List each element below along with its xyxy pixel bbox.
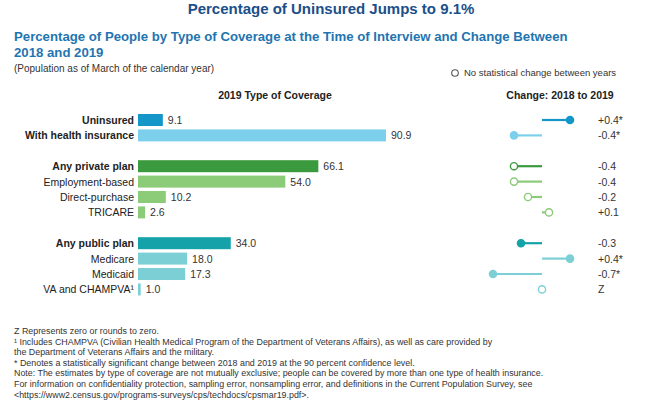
chart-root: Percentage of Uninsured Jumps to 9.1% Per… <box>0 0 662 405</box>
data-label: -0.4* <box>598 129 620 141</box>
annotation: (Population as of March of the calendar … <box>14 63 214 74</box>
data-label: +0.1 <box>598 206 619 218</box>
category-label: Medicare <box>91 253 134 265</box>
data-label: -0.4 <box>598 176 616 188</box>
category-label: Uninsured <box>82 114 134 126</box>
bar <box>138 237 231 249</box>
marker <box>538 286 545 293</box>
category-label: Any private plan <box>52 160 134 172</box>
lollipops <box>489 116 573 293</box>
footnote: Note: The estimates by type of coverage … <box>14 368 543 378</box>
data-label: -0.2 <box>598 191 616 203</box>
data-label: -0.3 <box>598 237 616 249</box>
bar <box>138 268 185 280</box>
marker <box>510 163 517 170</box>
data-label: 17.3 <box>190 268 211 280</box>
panel-title: 2019 Type of Coverage <box>218 89 332 101</box>
data-label: 66.1 <box>323 160 344 172</box>
subtitle: 2018 and 2019 <box>14 45 103 60</box>
data-label: -0.7* <box>598 268 620 280</box>
stem <box>493 273 542 275</box>
legend-label: No statistical change between years <box>464 67 616 78</box>
category-label: VA and CHAMPVA¹ <box>43 283 134 295</box>
bar <box>138 191 166 203</box>
marker <box>510 132 517 139</box>
footnote: ¹ Includes CHAMPVA (Civilian Health Medi… <box>14 337 493 347</box>
footnote: Z Represents zero or rounds to zero. <box>14 326 159 336</box>
bar <box>138 129 386 141</box>
marker <box>510 178 517 185</box>
data-label: 2.6 <box>150 206 165 218</box>
marker <box>566 116 573 123</box>
category-label: Medicaid <box>92 268 134 280</box>
data-label: 9.1 <box>168 114 183 126</box>
data-label: 10.2 <box>171 191 192 203</box>
bar <box>138 114 163 126</box>
data-label: -0.4 <box>598 160 616 172</box>
subtitle: Percentage of People by Type of Coverage… <box>14 29 568 44</box>
background <box>0 0 662 405</box>
marker <box>517 240 524 247</box>
category-label: TRICARE <box>88 206 134 218</box>
panel-title: Change: 2018 to 2019 <box>506 89 614 101</box>
legend-marker <box>452 70 459 77</box>
category-label: Direct-purchase <box>60 191 134 203</box>
category-label: Employment-based <box>44 176 135 188</box>
bar <box>138 176 285 188</box>
bar <box>138 160 318 172</box>
bar <box>138 253 187 265</box>
bars <box>138 114 386 295</box>
bar <box>138 206 145 218</box>
category-label: With health insurance <box>25 129 134 141</box>
data-label: 90.9 <box>391 129 412 141</box>
footnote: <https://www2.census.gov/programs-survey… <box>14 390 309 400</box>
bar <box>138 283 141 295</box>
marker <box>566 255 573 262</box>
footnote: the Department of Veterans Affairs and t… <box>14 347 214 357</box>
data-label: 1.0 <box>146 283 161 295</box>
marker <box>545 209 552 216</box>
footnote: For information on confidentiality prote… <box>14 379 532 389</box>
category-label: Any public plan <box>56 237 134 249</box>
data-label: Z <box>598 283 605 295</box>
data-label: 54.0 <box>290 176 311 188</box>
marker <box>489 270 496 277</box>
data-label: 34.0 <box>236 237 257 249</box>
marker <box>524 193 531 200</box>
footnote: * Denotes a statistically significant ch… <box>14 358 415 368</box>
data-label: +0.4* <box>598 114 623 126</box>
title: Percentage of Uninsured Jumps to 9.1% <box>188 0 475 17</box>
data-label: 18.0 <box>192 253 213 265</box>
data-label: +0.4* <box>598 253 623 265</box>
